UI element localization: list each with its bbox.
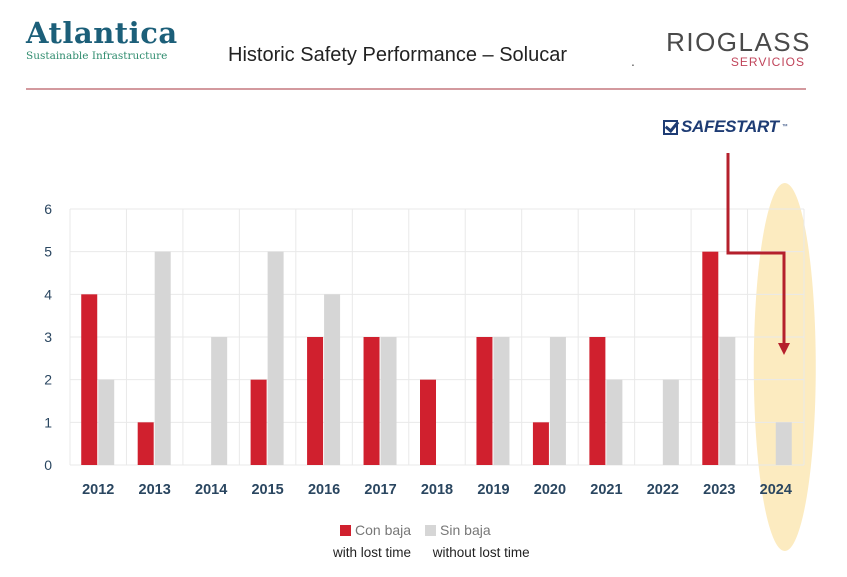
x-tick-label: 2015 (251, 482, 283, 498)
x-tick-label: 2018 (421, 482, 453, 498)
y-tick-label: 6 (44, 201, 52, 217)
legend-translation-con-baja: with lost time (333, 545, 412, 560)
y-tick-label: 1 (44, 414, 52, 430)
atlantica-logo-name: Atlantica (26, 16, 178, 50)
bar-sin-baja-2020 (549, 337, 566, 465)
x-tick-label: 2019 (477, 482, 509, 498)
legend-swatch-sin-baja (425, 524, 437, 536)
legend-item-sin-baja: Sin baja (425, 522, 491, 538)
y-tick-label: 2 (44, 372, 52, 388)
x-tick-label: 2020 (534, 482, 566, 498)
safestart-label: SAFESTART (681, 117, 779, 136)
separator-dot: . (631, 53, 635, 69)
rioglass-logo: RIOGLASS SERVICIOS (651, 28, 811, 68)
legend-translations: with lost time without lost time (333, 545, 530, 560)
highlight-ellipse (753, 183, 816, 551)
bar-sin-baja-2015 (267, 251, 284, 465)
page-title: Historic Safety Performance – Solucar (228, 44, 568, 66)
bar-sin-baja-2012 (98, 379, 115, 465)
bar-sin-baja-2017 (380, 337, 397, 465)
legend-label-con-baja: Con baja (355, 522, 412, 538)
legend-swatch-con-baja (340, 524, 351, 536)
y-tick-label: 3 (44, 329, 52, 345)
y-tick-label: 5 (44, 244, 52, 260)
bar-con-baja-2021 (589, 337, 606, 465)
x-tick-label: 2022 (647, 482, 679, 498)
legend-translation-sin-baja: without lost time (432, 545, 530, 560)
legend-item-con-baja: Con baja (340, 522, 411, 538)
y-tick-label: 0 (44, 457, 52, 473)
bar-sin-baja-2023 (719, 337, 736, 465)
bar-sin-baja-2021 (606, 379, 623, 465)
bar-con-baja-2020 (532, 422, 549, 465)
rioglass-logo-sub: SERVICIOS (730, 55, 805, 69)
x-tick-label: 2023 (703, 482, 735, 498)
safestart-logo: SAFESTART ™ (663, 117, 788, 137)
x-tick-label: 2013 (139, 482, 171, 498)
bar-sin-baja-2019 (493, 337, 510, 465)
rioglass-logo-name: RIOGLASS (666, 27, 811, 57)
bar-con-baja-2012 (81, 294, 98, 465)
bar-con-baja-2016 (307, 337, 324, 465)
bar-con-baja-2013 (137, 422, 154, 465)
trademark-mark: ™ (781, 124, 788, 130)
x-tick-label: 2017 (364, 482, 396, 498)
bar-sin-baja-2014 (211, 337, 228, 465)
y-tick-label: 4 (44, 286, 52, 302)
checkbox-icon (663, 119, 678, 135)
atlantica-logo: Atlantica Sustainable Infrastructure (26, 16, 178, 62)
chart-legend: Con baja Sin baja (340, 522, 491, 538)
bar-con-baja-2019 (476, 337, 493, 465)
bar-sin-baja-2013 (154, 251, 171, 465)
arrow-head-icon (778, 343, 790, 355)
bar-con-baja-2018 (420, 379, 436, 465)
bar-sin-baja-2016 (324, 294, 341, 465)
bar-sin-baja-2024 (775, 422, 792, 465)
bar-con-baja-2017 (363, 337, 380, 465)
x-tick-label: 2014 (195, 482, 227, 498)
x-tick-label: 2024 (760, 482, 792, 498)
bar-sin-baja-2022 (662, 379, 679, 465)
safestart-arrow-line (726, 153, 786, 343)
atlantica-logo-tagline: Sustainable Infrastructure (26, 50, 168, 62)
x-tick-label: 2021 (590, 482, 622, 498)
bar-con-baja-2015 (250, 379, 267, 465)
x-tick-label: 2012 (82, 482, 114, 498)
legend-label-sin-baja: Sin baja (440, 522, 491, 538)
x-tick-label: 2016 (308, 482, 340, 498)
bar-con-baja-2023 (702, 251, 719, 465)
header-divider (26, 88, 806, 90)
